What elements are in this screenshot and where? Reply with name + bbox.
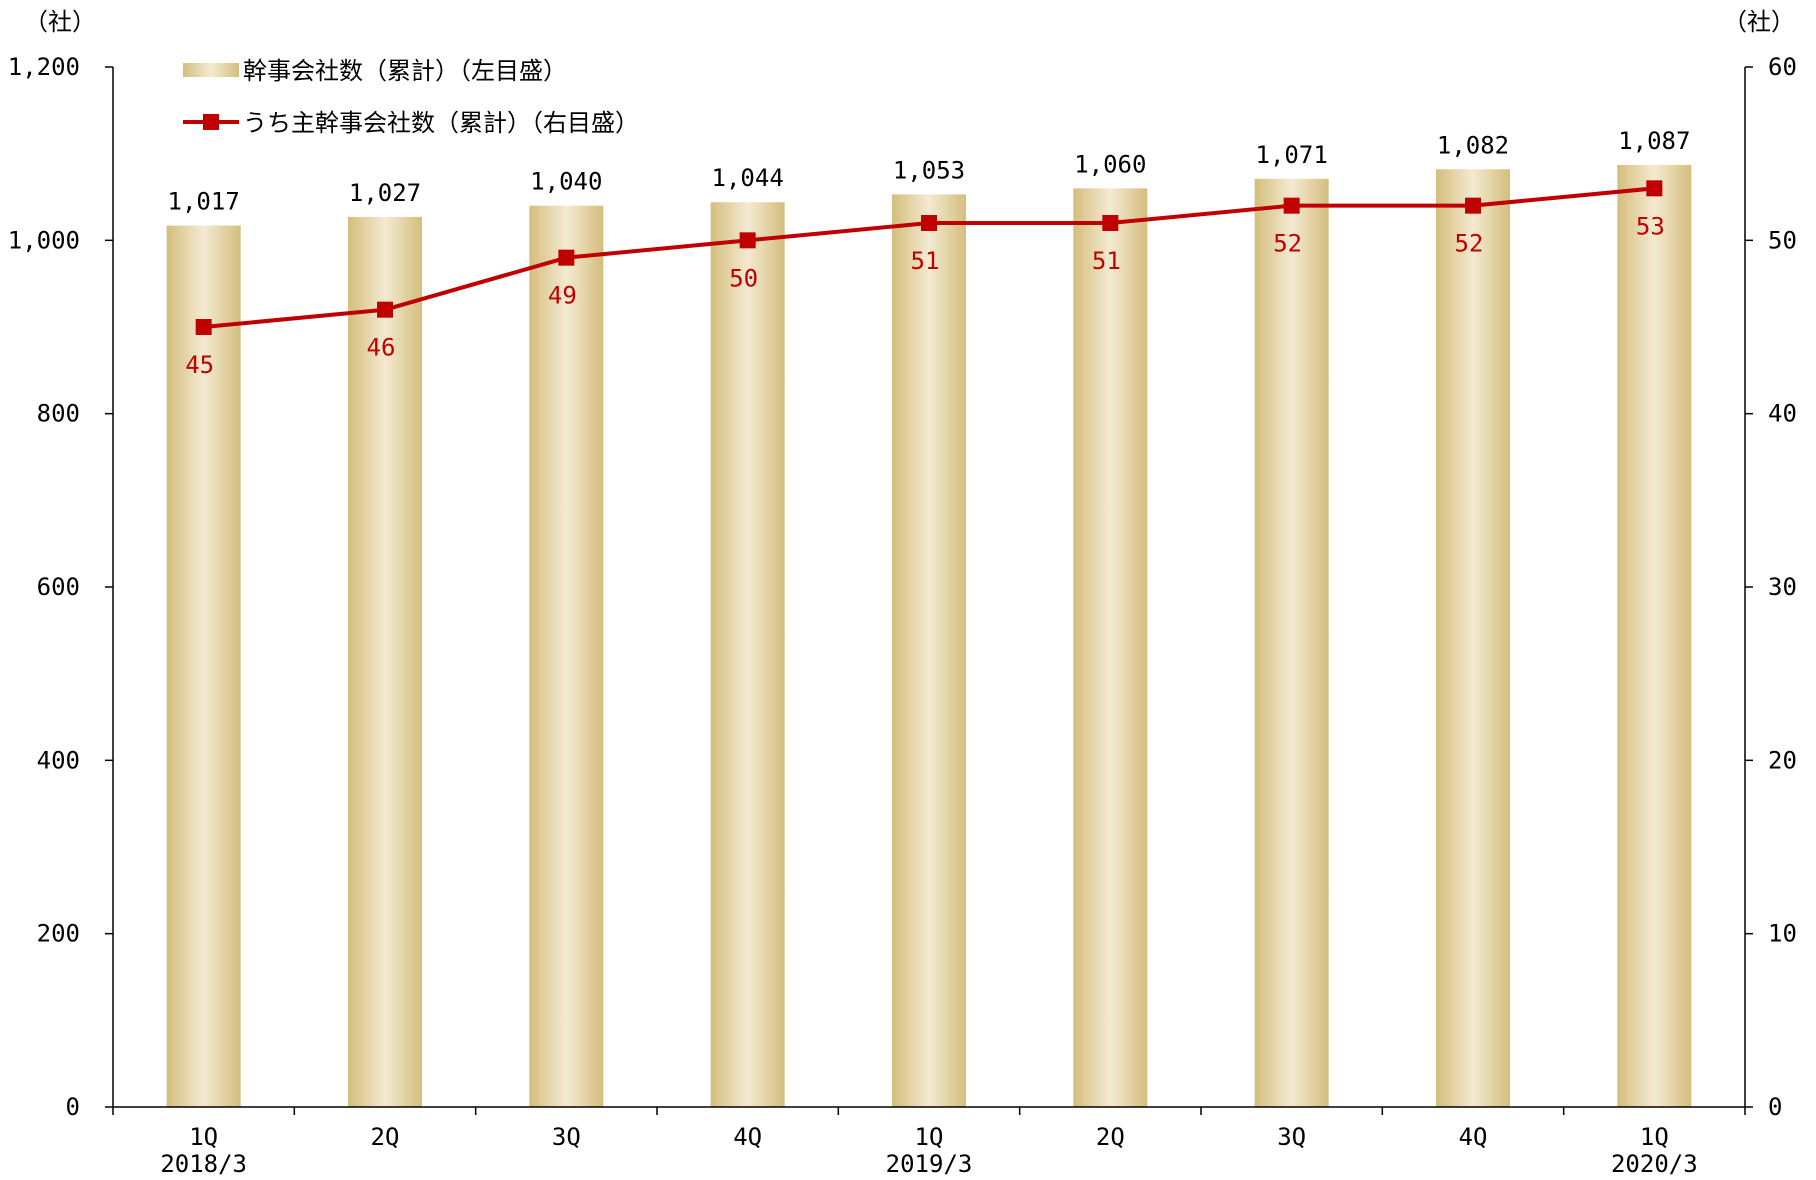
left-tick-label: 200 bbox=[37, 920, 80, 948]
bar-data-labels: 1,017 1,027 1,040 1,044 1,053 1,060 1,071 1,082… bbox=[168, 127, 1691, 216]
bar-data-label: 1,040 bbox=[530, 168, 602, 196]
x-tick-label: 4Q bbox=[1459, 1123, 1488, 1151]
right-tick-label: 0 bbox=[1768, 1093, 1782, 1121]
right-axis-ticks: 0 10 20 30 40 50 60 bbox=[1745, 53, 1797, 1121]
legend-line-marker bbox=[203, 114, 219, 130]
x-tick-label: 1Q bbox=[915, 1123, 944, 1151]
right-tick-label: 30 bbox=[1768, 573, 1797, 601]
line-marker bbox=[558, 249, 575, 266]
left-tick-label: 800 bbox=[37, 400, 80, 428]
line-data-label: 52 bbox=[1273, 230, 1302, 258]
legend-bar-label: 幹事会社数（累計）（左目盛） bbox=[243, 57, 567, 85]
x-tick-label: 2Q bbox=[1096, 1123, 1125, 1151]
bar-data-label: 1,053 bbox=[893, 156, 965, 184]
x-tick-label: 3Q bbox=[1277, 1123, 1306, 1151]
line-marker bbox=[921, 215, 937, 231]
right-tick-label: 20 bbox=[1768, 746, 1797, 774]
line-marker bbox=[195, 319, 212, 335]
legend-bar-swatch bbox=[183, 63, 239, 77]
bar-data-label: 1,027 bbox=[349, 179, 421, 207]
left-tick-label: 1,200 bbox=[8, 53, 80, 81]
left-axis-unit: （社） bbox=[24, 8, 96, 36]
line-data-label: 46 bbox=[367, 334, 396, 362]
line-data-label: 45 bbox=[185, 351, 214, 379]
line-marker bbox=[739, 232, 756, 249]
bar-data-label: 1,044 bbox=[712, 164, 784, 192]
bar bbox=[1073, 188, 1148, 1108]
left-axis-ticks: 0 200 400 600 800 1,000 1,200 bbox=[8, 53, 113, 1121]
bar-data-label: 1,060 bbox=[1074, 150, 1146, 178]
bar bbox=[166, 225, 241, 1108]
bar bbox=[348, 216, 422, 1107]
line-marker bbox=[377, 301, 393, 318]
bar bbox=[1254, 178, 1329, 1108]
right-axis-unit: （社） bbox=[1723, 8, 1795, 36]
x-tick-label: 1Q bbox=[1640, 1123, 1669, 1151]
line-marker bbox=[1646, 180, 1663, 197]
left-tick-label: 400 bbox=[37, 746, 80, 774]
bar bbox=[529, 205, 604, 1107]
legend-line-label: うち主幹事会社数（累計）（右目盛） bbox=[243, 109, 639, 137]
bar bbox=[1436, 169, 1510, 1107]
x-tick-label: 1Q bbox=[189, 1123, 218, 1151]
bar-data-label: 1,071 bbox=[1256, 141, 1328, 169]
bar-data-label: 1,017 bbox=[168, 188, 240, 216]
bar bbox=[710, 202, 785, 1107]
bar bbox=[1617, 164, 1692, 1107]
bar-data-label: 1,082 bbox=[1437, 131, 1509, 159]
line-marker bbox=[1102, 215, 1119, 231]
line-data-label: 53 bbox=[1636, 212, 1665, 240]
right-tick-label: 50 bbox=[1768, 226, 1797, 254]
x-year-label: 2019/3 bbox=[886, 1150, 973, 1178]
line-data-label: 51 bbox=[1092, 247, 1121, 275]
line-data-label: 49 bbox=[548, 282, 577, 310]
left-tick-label: 1,000 bbox=[8, 226, 80, 254]
legend: 幹事会社数（累計）（左目盛） うち主幹事会社数（累計）（右目盛） bbox=[183, 57, 639, 137]
right-tick-label: 10 bbox=[1768, 920, 1797, 948]
x-tick-label: 4Q bbox=[733, 1123, 762, 1151]
line-marker bbox=[1465, 197, 1481, 214]
bar-series bbox=[166, 164, 1692, 1108]
bar bbox=[892, 194, 966, 1107]
x-tick-label: 3Q bbox=[552, 1123, 581, 1151]
line-marker bbox=[1283, 197, 1300, 214]
left-tick-label: 600 bbox=[37, 573, 80, 601]
line-data-labels: 45 46 49 50 51 51 52 52 53 bbox=[185, 212, 1665, 379]
line-data-label: 51 bbox=[911, 247, 940, 275]
line-data-label: 50 bbox=[729, 264, 758, 292]
left-tick-label: 0 bbox=[66, 1093, 80, 1121]
x-year-label: 2018/3 bbox=[160, 1150, 247, 1178]
x-tick-label: 2Q bbox=[371, 1123, 400, 1151]
x-year-label: 2020/3 bbox=[1611, 1150, 1698, 1178]
right-tick-label: 40 bbox=[1768, 400, 1797, 428]
bar-data-label: 1,087 bbox=[1618, 127, 1690, 155]
right-tick-label: 60 bbox=[1768, 53, 1797, 81]
line-series-markers bbox=[195, 180, 1663, 335]
line-data-label: 52 bbox=[1455, 230, 1484, 258]
